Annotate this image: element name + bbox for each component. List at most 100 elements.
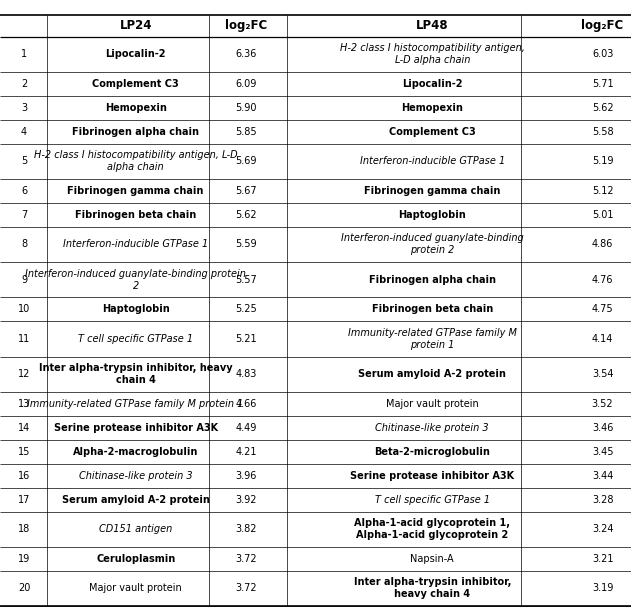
Text: Chitinase-like protein 3: Chitinase-like protein 3 <box>79 470 192 481</box>
Text: 5.25: 5.25 <box>235 304 257 315</box>
Text: Interferon-induced guanylate-binding protein
2: Interferon-induced guanylate-binding pro… <box>25 269 246 291</box>
Text: Serine protease inhibitor A3K: Serine protease inhibitor A3K <box>54 423 218 433</box>
Text: Immunity-related GTPase family M protein 1: Immunity-related GTPase family M protein… <box>28 399 244 409</box>
Text: 17: 17 <box>18 495 30 505</box>
Text: 14: 14 <box>18 423 30 433</box>
Text: 3.52: 3.52 <box>592 399 613 409</box>
Text: 16: 16 <box>18 470 30 481</box>
Text: 5.59: 5.59 <box>235 240 257 249</box>
Text: 5.69: 5.69 <box>235 156 257 166</box>
Text: 6.36: 6.36 <box>235 49 257 59</box>
Text: 6.09: 6.09 <box>235 79 257 89</box>
Text: 3.19: 3.19 <box>592 584 613 593</box>
Text: 3.45: 3.45 <box>592 447 613 457</box>
Text: 4.21: 4.21 <box>235 447 257 457</box>
Text: Fibrinogen alpha chain: Fibrinogen alpha chain <box>72 126 199 137</box>
Text: 5.62: 5.62 <box>592 103 613 113</box>
Text: 4.83: 4.83 <box>235 369 257 379</box>
Text: 5.57: 5.57 <box>235 275 257 285</box>
Text: 5.67: 5.67 <box>235 186 257 196</box>
Text: Serum amyloid A-2 protein: Serum amyloid A-2 protein <box>62 495 209 505</box>
Text: Major vault protein: Major vault protein <box>90 584 182 593</box>
Text: 19: 19 <box>18 554 30 564</box>
Text: 3.24: 3.24 <box>592 524 613 534</box>
Text: 5.62: 5.62 <box>235 210 257 220</box>
Text: Ceruloplasmin: Ceruloplasmin <box>96 554 175 564</box>
Text: Haptoglobin: Haptoglobin <box>398 210 466 220</box>
Text: 18: 18 <box>18 524 30 534</box>
Text: Complement C3: Complement C3 <box>389 126 476 137</box>
Text: Serine protease inhibitor A3K: Serine protease inhibitor A3K <box>350 470 514 481</box>
Text: Interferon-inducible GTPase 1: Interferon-inducible GTPase 1 <box>360 156 505 166</box>
Text: 1: 1 <box>21 49 27 59</box>
Text: Fibrinogen beta chain: Fibrinogen beta chain <box>75 210 196 220</box>
Text: Fibrinogen gamma chain: Fibrinogen gamma chain <box>68 186 204 196</box>
Text: 15: 15 <box>18 447 30 457</box>
Text: 4.14: 4.14 <box>592 334 613 344</box>
Text: 6: 6 <box>21 186 27 196</box>
Text: Inter alpha-trypsin inhibitor, heavy
chain 4: Inter alpha-trypsin inhibitor, heavy cha… <box>39 363 232 385</box>
Text: 3.72: 3.72 <box>235 554 257 564</box>
Text: 4.66: 4.66 <box>235 399 257 409</box>
Text: 2: 2 <box>21 79 27 89</box>
Text: 5.19: 5.19 <box>592 156 613 166</box>
Text: H-2 class I histocompatibility antigen,
L-D alpha chain: H-2 class I histocompatibility antigen, … <box>340 43 524 65</box>
Text: Interferon-induced guanylate-binding
protein 2: Interferon-induced guanylate-binding pro… <box>341 233 524 255</box>
Text: 5: 5 <box>21 156 27 166</box>
Text: 8: 8 <box>21 240 27 249</box>
Text: log₂FC: log₂FC <box>582 20 623 32</box>
Text: Lipocalin-2: Lipocalin-2 <box>402 79 463 89</box>
Text: 3.96: 3.96 <box>235 470 257 481</box>
Text: Fibrinogen beta chain: Fibrinogen beta chain <box>372 304 493 315</box>
Text: 5.58: 5.58 <box>592 126 613 137</box>
Text: LP24: LP24 <box>119 20 152 32</box>
Text: 4.75: 4.75 <box>592 304 613 315</box>
Text: 3.72: 3.72 <box>235 584 257 593</box>
Text: Chitinase-like protein 3: Chitinase-like protein 3 <box>375 423 489 433</box>
Text: Major vault protein: Major vault protein <box>386 399 478 409</box>
Text: 13: 13 <box>18 399 30 409</box>
Text: Immunity-related GTPase family M
protein 1: Immunity-related GTPase family M protein… <box>348 328 517 350</box>
Text: 3.28: 3.28 <box>592 495 613 505</box>
Text: LP48: LP48 <box>416 20 449 32</box>
Text: 3.82: 3.82 <box>235 524 257 534</box>
Text: 11: 11 <box>18 334 30 344</box>
Text: 5.12: 5.12 <box>592 186 613 196</box>
Text: 4.49: 4.49 <box>235 423 257 433</box>
Text: 5.71: 5.71 <box>592 79 613 89</box>
Text: T cell specific GTPase 1: T cell specific GTPase 1 <box>375 495 490 505</box>
Text: H-2 class I histocompatibility antigen, L-D
alpha chain: H-2 class I histocompatibility antigen, … <box>34 150 237 172</box>
Text: Inter alpha-trypsin inhibitor,
heavy chain 4: Inter alpha-trypsin inhibitor, heavy cha… <box>353 577 511 599</box>
Text: 20: 20 <box>18 584 30 593</box>
Text: 3.92: 3.92 <box>235 495 257 505</box>
Text: Interferon-inducible GTPase 1: Interferon-inducible GTPase 1 <box>63 240 208 249</box>
Text: log₂FC: log₂FC <box>225 20 267 32</box>
Text: 12: 12 <box>18 369 30 379</box>
Text: Complement C3: Complement C3 <box>92 79 179 89</box>
Text: 5.21: 5.21 <box>235 334 257 344</box>
Text: 4.86: 4.86 <box>592 240 613 249</box>
Text: 4.76: 4.76 <box>592 275 613 285</box>
Text: 5.01: 5.01 <box>592 210 613 220</box>
Text: 3.44: 3.44 <box>592 470 613 481</box>
Text: 5.90: 5.90 <box>235 103 257 113</box>
Text: 10: 10 <box>18 304 30 315</box>
Text: Fibrinogen gamma chain: Fibrinogen gamma chain <box>364 186 500 196</box>
Text: T cell specific GTPase 1: T cell specific GTPase 1 <box>78 334 193 344</box>
Text: Fibrinogen alpha chain: Fibrinogen alpha chain <box>369 275 496 285</box>
Text: Napsin-A: Napsin-A <box>410 554 454 564</box>
Text: 3.54: 3.54 <box>592 369 613 379</box>
Text: 3.46: 3.46 <box>592 423 613 433</box>
Text: CD151 antigen: CD151 antigen <box>99 524 172 534</box>
Text: 4: 4 <box>21 126 27 137</box>
Text: Beta-2-microglobulin: Beta-2-microglobulin <box>374 447 490 457</box>
Text: Haptoglobin: Haptoglobin <box>102 304 170 315</box>
Text: Hemopexin: Hemopexin <box>105 103 167 113</box>
Text: Lipocalin-2: Lipocalin-2 <box>105 49 166 59</box>
Text: 5.85: 5.85 <box>235 126 257 137</box>
Text: Alpha-2-macroglobulin: Alpha-2-macroglobulin <box>73 447 198 457</box>
Text: 9: 9 <box>21 275 27 285</box>
Text: Hemopexin: Hemopexin <box>401 103 463 113</box>
Text: 7: 7 <box>21 210 27 220</box>
Text: 6.03: 6.03 <box>592 49 613 59</box>
